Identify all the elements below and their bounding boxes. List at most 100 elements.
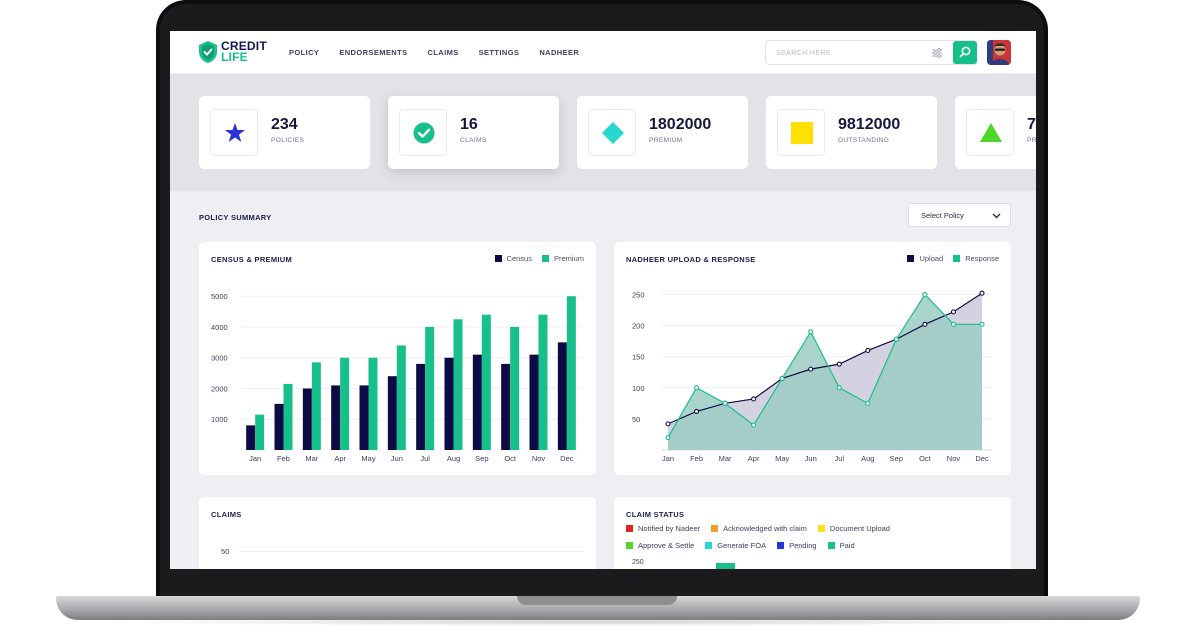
bar-census [387,376,397,450]
claim-status-title: CLAIM STATUS [626,510,685,519]
y-tick-label: 5000 [211,292,228,301]
nav-item-nadheer[interactable]: NADHEER [539,48,580,57]
avatar-image [987,40,1011,65]
legend-swatch [907,255,915,262]
legend-item-document-upload[interactable]: Document Upload [817,524,890,533]
select-policy-dropdown[interactable]: Select Policy [908,203,1011,227]
claim-status-bar [716,563,735,569]
x-tick-label: Apr [748,454,760,463]
legend-label: Generate FOA [717,541,767,550]
laptop-notch [517,596,677,605]
user-avatar[interactable] [987,40,1011,65]
credit-life-logo[interactable]: CREDIT LIFE [198,40,267,64]
legend-item-premium[interactable]: Premium [541,254,584,263]
legend-item-paid[interactable]: Paid [827,541,855,550]
bar-premium [368,357,378,450]
bar-census [444,357,454,450]
filter-sliders-icon[interactable] [931,47,943,59]
search-box [765,40,977,65]
y-tick-label: 3000 [211,354,228,363]
stat-card-partial[interactable]: 7 PR [955,96,1036,169]
legend-item-upload[interactable]: Upload [907,254,943,263]
stat-icon-box [399,109,447,156]
legend-item-acknowledged[interactable]: Acknowledged with claim [711,524,807,533]
legend-row: Notified by Nadeer Acknowledged with cla… [626,524,986,533]
search-button[interactable] [953,41,977,64]
bar-census [472,354,482,450]
legend-label: Document Upload [829,524,890,533]
stat-label: PREMIUM [649,137,683,144]
claim-status-legend: Notified by Nadeer Acknowledged with cla… [626,524,986,558]
point-response [779,375,785,382]
stat-icon-box [966,109,1014,156]
point-response [665,435,671,441]
stat-value: 16 [460,116,478,133]
bar-census [529,354,539,450]
stat-card-policies[interactable]: 234 POLICIES [199,96,370,169]
point-upload [922,321,928,327]
x-tick-label: Jul [834,454,844,463]
nadheer-area-chart: 50 100 150 200 250 Jan Feb Mar Apr May Jun Jul Aug Se… [632,290,992,463]
stat-label: PR [1027,137,1036,144]
laptop-shadow [100,618,1100,626]
stat-label: OUTSTANDING [838,137,890,144]
nav-item-policy[interactable]: POLICY [289,48,320,57]
legend-item-census[interactable]: Census [494,254,532,263]
nav-item-claims[interactable]: CLAIMS [427,48,459,57]
legend-swatch [541,255,549,262]
x-tick-label: Feb [690,454,703,463]
bar-census [274,403,284,450]
bar-premium [396,345,406,450]
search-input[interactable] [776,47,926,59]
y-tick-label: 200 [632,322,645,331]
bar-premium [255,414,265,450]
x-tick-label: May [775,454,789,463]
bar-census [416,363,426,450]
stat-card-claims[interactable]: 16 CLAIMS [388,96,559,169]
census-premium-bar-chart: 1000 2000 3000 4000 5000 Jan Feb Mar Apr May Jun Ju… [211,292,581,463]
stat-card-premium[interactable]: 1802000 PREMIUM [577,96,748,169]
claims-title: CLAIMS [211,510,242,519]
y-tick-label: 4000 [211,323,228,332]
legend-swatch [494,255,502,262]
stat-value: 234 [271,116,298,133]
legend-item-approve-settle[interactable]: Approve & Settle [626,541,694,550]
x-tick-label: Jan [249,454,261,463]
select-policy-value: Select Policy [921,211,964,220]
stat-label: POLICIES [271,137,305,144]
square-icon [791,122,813,144]
x-tick-label: May [361,454,375,463]
shield-logo-icon [199,41,217,63]
legend-label: Premium [553,254,584,263]
app-screen: CREDIT LIFE POLICY ENDORSEMENTS CLAIMS S… [170,31,1036,569]
stat-card-outstanding[interactable]: 9812000 OUTSTANDING [766,96,937,169]
legend-item-response[interactable]: Response [953,254,999,263]
legend-label: Response [965,254,999,263]
bar-premium [566,296,576,450]
bar-premium [425,326,435,450]
claims-axis-tick: 50 [221,547,230,556]
area-response [668,294,982,450]
x-tick-label: Oct [919,454,932,463]
legend-item-pending[interactable]: Pending [777,541,817,550]
bar-census [331,385,341,450]
x-tick-label: Dec [975,454,989,463]
star-icon [225,123,245,142]
x-tick-label: Jun [805,454,817,463]
bar-census [246,425,256,450]
y-tick-label: 2000 [211,384,228,393]
x-tick-label: Aug [447,454,460,463]
nav-item-settings[interactable]: SETTINGS [478,48,520,57]
x-tick-label: Mar [305,454,318,463]
bar-census [302,388,312,450]
legend-item-generate-foa[interactable]: Generate FOA [705,541,766,550]
stat-value: 1802000 [649,116,712,133]
legend-swatch [953,255,961,262]
legend-item-notified[interactable]: Notified by Nadeer [626,524,700,533]
x-tick-label: Jul [420,454,430,463]
nadheer-title: NADHEER UPLOAD & RESPONSE [626,255,756,264]
nadheer-card: NADHEER UPLOAD & RESPONSE Upload Respons… [614,242,1011,475]
claims-card: CLAIMS 50 [199,497,596,569]
nav-item-endorsements[interactable]: ENDORSEMENTS [339,48,408,57]
